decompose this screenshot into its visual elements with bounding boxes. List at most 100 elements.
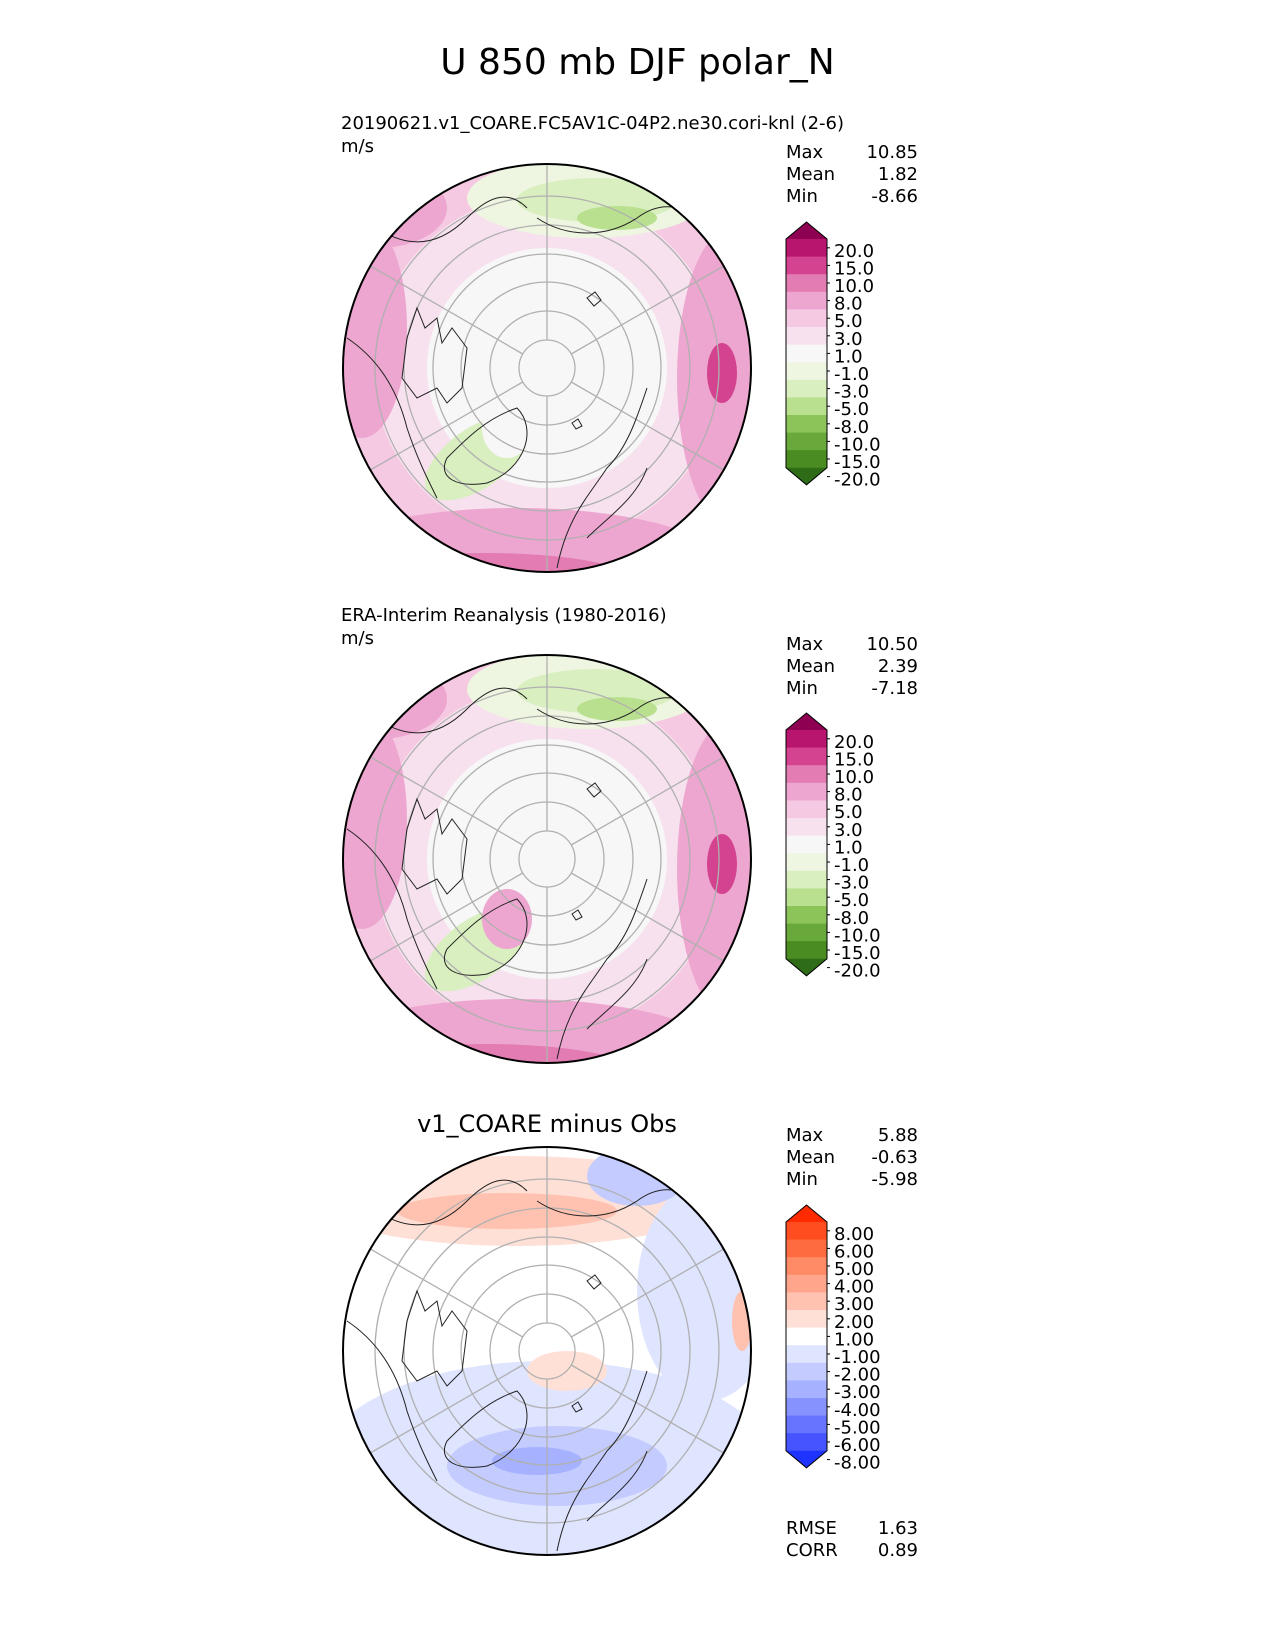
panel-2-title: ERA-Interim Reanalysis (1980-2016) — [341, 605, 667, 626]
colorbar-segment — [786, 415, 827, 434]
colorbar-segment — [786, 1345, 827, 1364]
colorbar-extend-bottom — [786, 467, 827, 485]
colorbar-segment — [786, 1222, 827, 1241]
colorbar-tick-label: 15.0 — [834, 749, 874, 770]
stat-max: Max 10.85 — [786, 142, 918, 163]
colorbar-tick-label: 10.0 — [834, 276, 874, 297]
colorbar-segment — [786, 1398, 827, 1417]
colorbar-tick-label: -5.00 — [834, 1417, 881, 1438]
colorbar-segment — [786, 1239, 827, 1258]
colorbar-extend-top — [786, 1205, 827, 1222]
colorbar-segment — [786, 309, 827, 328]
colorbar-segment — [786, 853, 827, 872]
colorbar-tick-label: 3.0 — [834, 820, 863, 841]
coastlines — [346, 196, 698, 569]
panel-2-stats: Max 10.50 Mean 2.39 Min -7.18 — [786, 634, 918, 700]
colorbar-segment — [786, 1433, 827, 1452]
colorbar-tick-label: 5.0 — [834, 802, 863, 823]
colorbar-segment — [786, 256, 827, 275]
colorbar-tick-label: -20.0 — [834, 470, 881, 491]
colorbar-segment — [786, 1274, 827, 1293]
colorbar-extend-bottom — [786, 1450, 827, 1468]
colorbar-tick-label: 20.0 — [834, 732, 874, 753]
colorbar-tick-label: -3.00 — [834, 1382, 881, 1403]
colorbar-tick-label: 5.00 — [834, 1259, 874, 1280]
colorbar-segment — [786, 1327, 827, 1346]
colorbar-tick-label: -1.0 — [834, 855, 869, 876]
colorbar-extend-bottom — [786, 958, 827, 976]
colorbar-tick-label: 2.00 — [834, 1312, 874, 1333]
figure-title: U 850 mb DJF polar_N — [440, 42, 835, 83]
colorbar-tick-label: 1.0 — [834, 346, 863, 367]
colorbar-tick-label: 15.0 — [834, 258, 874, 279]
colorbar-tick-label: -8.0 — [834, 908, 869, 929]
colorbar-tick-label: -10.0 — [834, 925, 881, 946]
colorbar-tick-label: -5.0 — [834, 890, 869, 911]
stat-mean: Mean 1.82 — [786, 164, 918, 185]
colorbar-extend-top — [786, 222, 827, 239]
panel-2-colorbar: 20.015.010.08.05.03.01.0-1.0-3.0-5.0-8.0… — [785, 712, 881, 982]
graticule — [370, 164, 724, 572]
colorbar-tick-label: 8.00 — [834, 1224, 874, 1245]
stat-rmse: RMSE 1.63 — [786, 1518, 918, 1539]
colorbar-segment — [786, 800, 827, 819]
panel-3-error-stats: RMSE 1.63 CORR 0.89 — [786, 1518, 918, 1562]
colorbar-tick-label: 3.00 — [834, 1294, 874, 1315]
colorbar-segment — [786, 379, 827, 398]
colorbar-tick-label: -15.0 — [834, 452, 881, 473]
colorbar-tick-label: -10.0 — [834, 434, 881, 455]
panel-3-stats: Max 5.88 Mean -0.63 Min -5.98 — [786, 1125, 918, 1191]
colorbar-segment — [786, 906, 827, 925]
colorbar-outline — [785, 712, 828, 977]
colorbar-tick-label: 1.0 — [834, 837, 863, 858]
map-boundary — [342, 163, 752, 573]
coastlines — [346, 1179, 698, 1552]
colorbar-segment — [786, 1292, 827, 1311]
colorbar-segment — [786, 344, 827, 363]
colorbar-segment — [786, 291, 827, 310]
panel-3-colorbar: 8.006.005.004.003.002.001.00-1.00-2.00-3… — [785, 1204, 881, 1474]
stat-max: Max 5.88 — [786, 1125, 918, 1146]
colorbar-segment — [786, 888, 827, 907]
colorbar-segment — [786, 327, 827, 346]
colorbar-segment — [786, 362, 827, 381]
colorbar-tick-label: 10.0 — [834, 767, 874, 788]
colorbar-tick-label: 8.0 — [834, 294, 863, 315]
colorbar-segment — [786, 274, 827, 293]
colorbar-tick-label: -6.00 — [834, 1435, 881, 1456]
colorbar-tick-label: -3.0 — [834, 873, 869, 894]
colorbar-tick-label: -20.0 — [834, 961, 881, 982]
colorbar-segment — [786, 818, 827, 837]
colorbar-outline — [785, 1204, 828, 1469]
colorbar-segment — [786, 1362, 827, 1381]
colorbar-tick-label: 1.00 — [834, 1329, 874, 1350]
colorbar-segment — [786, 450, 827, 469]
colorbar-tick-label: 8.0 — [834, 785, 863, 806]
panel-1-colorbar: 20.015.010.08.05.03.01.0-1.0-3.0-5.0-8.0… — [785, 221, 881, 491]
colorbar-tick-label: -2.00 — [834, 1365, 881, 1386]
graticule — [370, 655, 724, 1063]
colorbar-segment — [786, 923, 827, 942]
colorbar-segment — [786, 397, 827, 416]
colorbar-tick-label: 4.00 — [834, 1277, 874, 1298]
colorbar-segment — [786, 941, 827, 960]
panel-3-title: v1_COARE minus Obs — [417, 1110, 677, 1138]
panel-1-title: 20190621.v1_COARE.FC5AV1C-04P2.ne30.cori… — [341, 113, 844, 134]
colorbar-segment — [786, 765, 827, 784]
colorbar-segment — [786, 1310, 827, 1329]
map-boundary — [342, 654, 752, 1064]
colorbar-tick-label: 6.00 — [834, 1241, 874, 1262]
colorbar-tick-label: -1.0 — [834, 364, 869, 385]
colorbar-tick-label: -8.00 — [834, 1453, 881, 1474]
stat-min: Min -7.18 — [786, 678, 918, 699]
colorbar-segment — [786, 1380, 827, 1399]
stat-max: Max 10.50 — [786, 634, 918, 655]
stat-corr: CORR 0.89 — [786, 1540, 918, 1561]
colorbar-tick-label: 3.0 — [834, 329, 863, 350]
colorbar-segment — [786, 747, 827, 766]
stat-min: Min -5.98 — [786, 1169, 918, 1190]
colorbar-tick-label: -1.00 — [834, 1347, 881, 1368]
colorbar-tick-label: -5.0 — [834, 399, 869, 420]
map-boundary — [342, 1146, 752, 1556]
colorbar-outline — [785, 221, 828, 486]
